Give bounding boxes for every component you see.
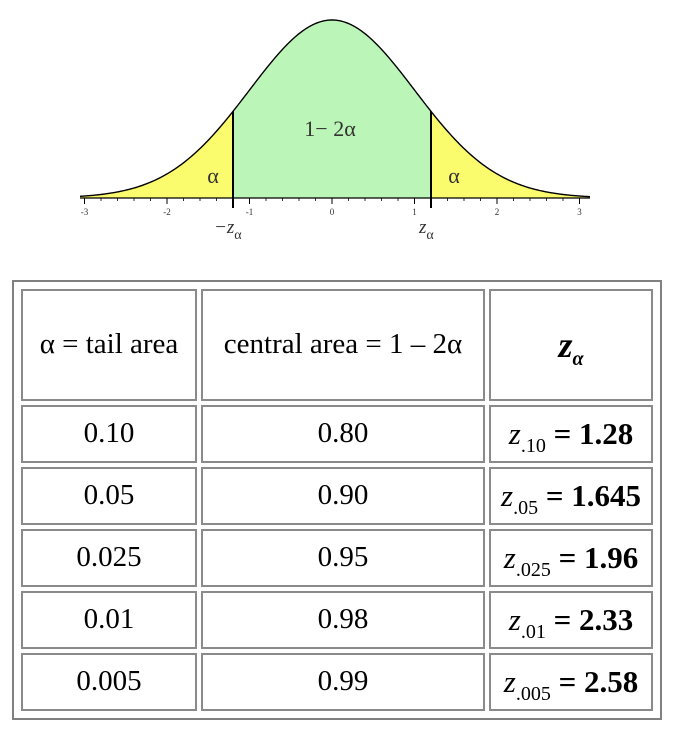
table-header-row: α = tail area central area = 1 – 2α zα bbox=[21, 289, 653, 401]
left-tail-area bbox=[80, 112, 233, 198]
density-curve-line bbox=[80, 19, 590, 198]
z-value-cell: z.01 = 2.33 bbox=[489, 590, 653, 649]
z-value-cell: z.05 = 1.645 bbox=[489, 466, 653, 525]
left-critical-label: −zα bbox=[214, 217, 242, 243]
z-subscript: .025 bbox=[515, 558, 551, 581]
z-value: = 2.58 bbox=[550, 663, 639, 699]
tick-label: 2 bbox=[495, 207, 500, 217]
header-central-area: central area = 1 – 2α bbox=[201, 289, 485, 401]
table-row: 0.05 0.90 z.05 = 1.645 bbox=[21, 466, 653, 525]
right-critical-label: zα bbox=[418, 217, 434, 243]
tick-labels: -3 -2 -1 0 1 2 3 bbox=[81, 207, 583, 217]
z-value: = 1.28 bbox=[545, 415, 634, 451]
header-tail-area: α = tail area bbox=[21, 289, 197, 401]
tick-label: 3 bbox=[577, 207, 582, 217]
z-value: = 1.645 bbox=[538, 477, 641, 513]
normal-curve-chart: -3 -2 -1 0 1 2 3 1− 2α α α −zα zα bbox=[80, 19, 590, 243]
z-subscript: .05 bbox=[513, 496, 539, 519]
z-subscript: .01 bbox=[520, 620, 546, 643]
tick-label: 1 bbox=[412, 207, 417, 217]
z-table: α = tail area central area = 1 – 2α zα 0… bbox=[12, 280, 662, 720]
central-cell: 0.99 bbox=[201, 652, 485, 711]
z-subscript: .10 bbox=[520, 434, 546, 457]
table-row: 0.025 0.95 z.025 = 1.96 bbox=[21, 528, 653, 587]
z-symbol: z bbox=[503, 539, 516, 575]
z-value-cell: z.005 = 2.58 bbox=[489, 652, 653, 711]
tick-label: -1 bbox=[246, 207, 254, 217]
z-symbol: z bbox=[508, 415, 521, 451]
z-symbol: z bbox=[503, 663, 516, 699]
alpha-cell: 0.01 bbox=[21, 590, 197, 649]
central-cell: 0.90 bbox=[201, 466, 485, 525]
table-row: 0.005 0.99 z.005 = 2.58 bbox=[21, 652, 653, 711]
z-value: = 2.33 bbox=[545, 601, 634, 637]
left-tail-label: α bbox=[207, 163, 219, 188]
central-area-label: 1− 2α bbox=[304, 116, 356, 141]
table-row: 0.01 0.98 z.01 = 2.33 bbox=[21, 590, 653, 649]
z-value-cell: z.025 = 1.96 bbox=[489, 528, 653, 587]
major-ticks bbox=[84, 198, 580, 204]
z-value: = 1.96 bbox=[550, 539, 639, 575]
table-row: 0.10 0.80 z.10 = 1.28 bbox=[21, 404, 653, 463]
z-symbol: z bbox=[508, 601, 521, 637]
tick-label: 0 bbox=[330, 207, 335, 217]
central-cell: 0.95 bbox=[201, 528, 485, 587]
central-cell: 0.80 bbox=[201, 404, 485, 463]
right-tail-label: α bbox=[448, 163, 460, 188]
header-z-alpha: zα bbox=[489, 289, 653, 401]
tick-label: -2 bbox=[163, 207, 171, 217]
tick-label: -3 bbox=[81, 207, 89, 217]
z-subscript: .005 bbox=[515, 682, 551, 705]
right-tail-area bbox=[431, 111, 590, 198]
central-cell: 0.98 bbox=[201, 590, 485, 649]
z-value-cell: z.10 = 1.28 bbox=[489, 404, 653, 463]
critical-values-table: α = tail area central area = 1 – 2α zα 0… bbox=[17, 285, 657, 715]
alpha-cell: 0.10 bbox=[21, 404, 197, 463]
central-area bbox=[233, 20, 431, 198]
alpha-cell: 0.005 bbox=[21, 652, 197, 711]
z-symbol: z bbox=[501, 477, 514, 513]
alpha-cell: 0.025 bbox=[21, 528, 197, 587]
alpha-cell: 0.05 bbox=[21, 466, 197, 525]
